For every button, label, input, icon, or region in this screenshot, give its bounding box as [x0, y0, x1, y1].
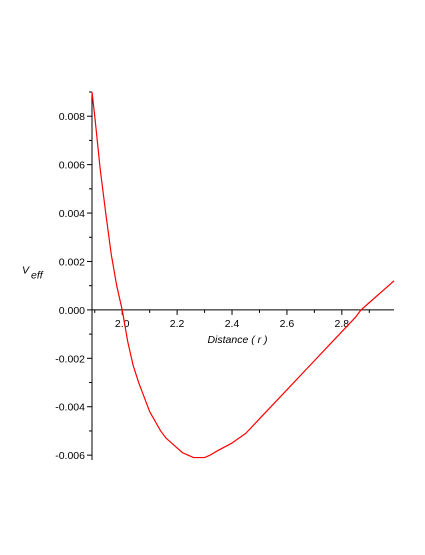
x-tick-label: 2.6 [280, 318, 295, 330]
y-axis-title: V [22, 265, 30, 277]
y-tick-label: 0.002 [59, 256, 85, 268]
y-tick-label: -0.006 [55, 450, 85, 462]
y-axis: 0.008 0.006 0.004 0.002 0.000 -0.002 -0.004 -0.… [55, 91, 93, 462]
y-tick-label: 0.000 [59, 305, 85, 317]
y-tick-label: -0.002 [55, 353, 85, 365]
x-tick-label: 2.2 [170, 318, 185, 330]
series-group [91, 91, 395, 459]
y-tick-label: -0.004 [55, 402, 85, 414]
y-axis-title-subscript: eff [31, 270, 44, 282]
series-line [91, 91, 395, 459]
x-tick-label: 2.8 [335, 318, 350, 330]
axis-labels: Distance ( r ) V eff [22, 265, 268, 346]
x-tick-label: 2.4 [225, 318, 240, 330]
x-tick-label: 2.0 [115, 318, 130, 330]
y-tick-label: 0.008 [59, 111, 85, 123]
y-tick-label: 0.004 [59, 208, 85, 220]
y-tick-label: 0.006 [59, 160, 85, 172]
x-axis: 2.0 2.2 2.4 2.6 2.8 [92, 309, 394, 330]
x-axis-title: Distance ( r ) [207, 334, 267, 346]
